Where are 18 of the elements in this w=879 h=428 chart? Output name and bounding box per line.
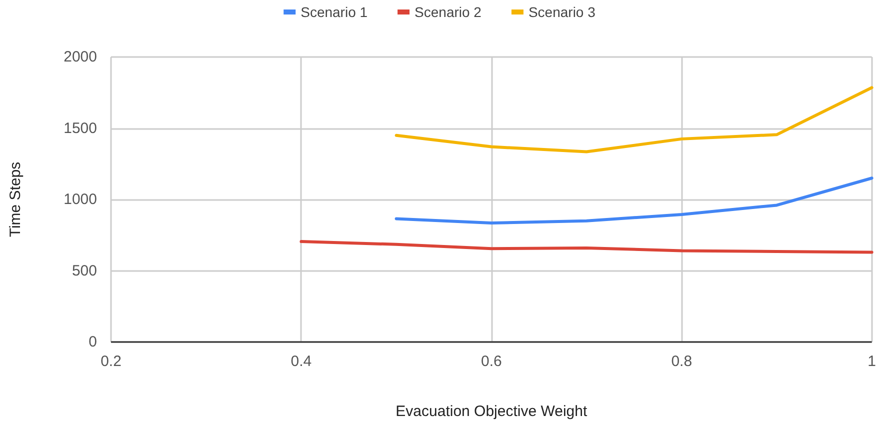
legend-label: Scenario 1 — [300, 4, 368, 20]
x-tick-label: 0.6 — [480, 353, 502, 370]
line-series — [394, 86, 874, 154]
x-tick-label: 1 — [868, 353, 876, 370]
y-tick-label: 500 — [72, 262, 97, 280]
y-tick-label: 1000 — [64, 191, 97, 208]
y-tick-label: 0 — [88, 334, 97, 350]
line-series — [394, 176, 874, 225]
x-axis-title: Evacuation Objective Weight — [396, 403, 588, 420]
y-tick-label: 1500 — [64, 120, 97, 137]
x-tick-label: 0.8 — [671, 353, 692, 370]
legend-label: Scenario 3 — [528, 4, 596, 20]
legend-label: Scenario 2 — [414, 4, 482, 20]
x-tick-label: 0.4 — [290, 353, 312, 370]
line-series — [300, 240, 874, 254]
y-axis-title: Time Steps — [7, 162, 24, 238]
x-tick-label: 0.2 — [100, 353, 122, 370]
y-tick-label: 2000 — [64, 48, 97, 66]
